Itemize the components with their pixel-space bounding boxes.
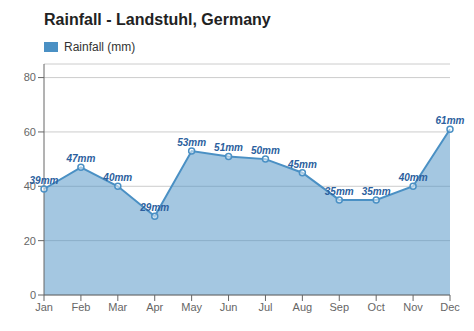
html-text:Rainfall (mm): Rainfall (mm): [64, 40, 136, 54]
svg-text:61mm: 61mm: [436, 115, 465, 126]
svg-text:Jan: Jan: [35, 301, 53, 313]
svg-text:29mm: 29mm: [139, 202, 169, 213]
svg-text:50mm: 50mm: [251, 145, 280, 156]
svg-text:Mar: Mar: [108, 301, 127, 313]
svg-text:53mm: 53mm: [177, 137, 206, 148]
svg-text:Jul: Jul: [258, 301, 272, 313]
svg-text:45mm: 45mm: [287, 159, 317, 170]
html-text:Rainfall - Landstuhl, Germany: Rainfall - Landstuhl, Germany: [44, 11, 271, 28]
svg-text:35mm: 35mm: [325, 186, 354, 197]
svg-text:Sep: Sep: [329, 301, 349, 313]
svg-text:Oct: Oct: [368, 301, 385, 313]
svg-text:35mm: 35mm: [362, 186, 391, 197]
svg-text:Apr: Apr: [146, 301, 163, 313]
svg-text:40: 40: [23, 180, 36, 193]
svg-text:0: 0: [30, 289, 36, 301]
svg-text:Feb: Feb: [71, 301, 90, 313]
svg-text:Nov: Nov: [403, 301, 423, 313]
svg-text:20: 20: [24, 235, 36, 247]
svg-text:60: 60: [24, 126, 36, 138]
svg-text:47mm: 47mm: [65, 153, 95, 164]
svg-text:80: 80: [24, 71, 36, 83]
svg-text:40mm: 40mm: [102, 172, 132, 183]
svg-text:Aug: Aug: [293, 301, 313, 313]
svg-text:May: May: [181, 301, 202, 313]
svg-text:39mm: 39mm: [30, 175, 59, 186]
svg-text:40mm: 40mm: [398, 172, 428, 183]
svg-text:51mm: 51mm: [214, 142, 243, 153]
svg-text:Dec: Dec: [440, 301, 460, 313]
svg-text:Jun: Jun: [220, 301, 238, 313]
